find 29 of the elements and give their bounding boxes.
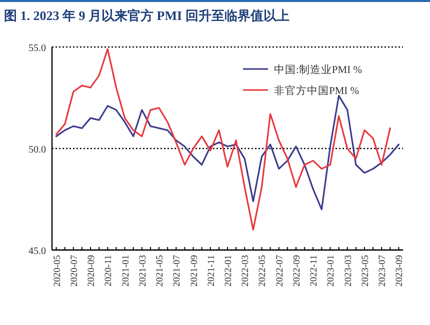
x-tick-label: 2022-11 bbox=[310, 254, 320, 286]
x-tick-label: 2022-01 bbox=[224, 254, 234, 287]
x-tick-label: 2022-03 bbox=[241, 254, 252, 287]
x-tick-label: 2021-03 bbox=[138, 254, 148, 287]
x-tick-label: 2021-09 bbox=[190, 254, 200, 287]
x-tick-label: 2021-07 bbox=[172, 254, 183, 287]
x-tick-label: 2020-05 bbox=[52, 254, 63, 287]
x-tick-label: 2023-05 bbox=[360, 254, 371, 287]
line-series bbox=[55, 94, 400, 210]
x-tick-label: 2021-11 bbox=[206, 254, 217, 286]
legend-label: 中国:制造业PMI % bbox=[274, 63, 362, 76]
x-tick-label: 2021-05 bbox=[156, 254, 166, 287]
x-tick-label: 2022-05 bbox=[258, 254, 268, 287]
x-tick-label: 2023-07 bbox=[378, 254, 388, 287]
x-tick-label: 2023-01 bbox=[326, 254, 337, 287]
x-tick-label: 2022-09 bbox=[292, 254, 302, 287]
legend-label: 非官方中国PMI % bbox=[274, 84, 360, 97]
x-tick-label: 2020-11 bbox=[104, 254, 114, 286]
x-tick-label: 2020-07 bbox=[70, 254, 80, 287]
y-tick-label: 50.0 bbox=[28, 144, 46, 156]
y-tick-label: 55.0 bbox=[28, 43, 46, 54]
x-tick-label: 2023-03 bbox=[344, 254, 354, 287]
line-series bbox=[55, 48, 391, 230]
x-tick-label: 2021-01 bbox=[121, 254, 132, 287]
x-tick-label: 2022-07 bbox=[275, 254, 286, 287]
y-tick-label: 45.0 bbox=[28, 246, 46, 257]
chart-title: 图 1. 2023 年 9 月以来官方 PMI 回升至临界值以上 bbox=[4, 8, 290, 23]
x-tick-label: 2023-09 bbox=[395, 254, 406, 287]
x-tick-label: 2020-09 bbox=[87, 254, 98, 287]
